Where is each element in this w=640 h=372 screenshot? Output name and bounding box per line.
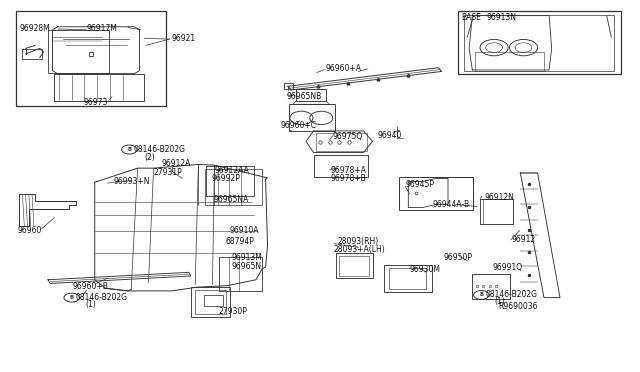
Text: 96960: 96960 bbox=[18, 226, 42, 235]
Text: 96965NA: 96965NA bbox=[213, 195, 248, 203]
Text: 96912: 96912 bbox=[512, 235, 536, 244]
Text: (1): (1) bbox=[85, 300, 96, 309]
Bar bbox=[458, 11, 621, 74]
Bar bbox=[316, 133, 367, 151]
Text: 27930P: 27930P bbox=[219, 307, 248, 316]
Text: 96944A-B: 96944A-B bbox=[433, 200, 470, 209]
Bar bbox=[480, 199, 513, 224]
Bar bbox=[399, 177, 473, 210]
Text: 96930M: 96930M bbox=[410, 265, 440, 274]
Text: 96960+A: 96960+A bbox=[325, 64, 361, 73]
Bar bbox=[205, 169, 262, 205]
Text: B: B bbox=[127, 147, 131, 152]
Text: 96912A: 96912A bbox=[161, 159, 191, 168]
Bar bbox=[389, 268, 426, 289]
Bar bbox=[336, 253, 373, 278]
Text: 28093+A(LH): 28093+A(LH) bbox=[333, 245, 385, 254]
Text: 08146-B202G: 08146-B202G bbox=[133, 145, 185, 154]
Bar bbox=[48, 30, 109, 73]
Text: 96928M: 96928M bbox=[19, 24, 50, 33]
Text: 96950P: 96950P bbox=[444, 253, 472, 262]
Text: B: B bbox=[70, 295, 74, 300]
Text: 08146-B202G: 08146-B202G bbox=[76, 293, 127, 302]
Text: B: B bbox=[479, 292, 483, 298]
Text: 96945P: 96945P bbox=[405, 180, 434, 189]
Bar bbox=[16, 11, 166, 106]
Bar bbox=[296, 89, 326, 101]
Text: 96978+A: 96978+A bbox=[331, 166, 367, 175]
Bar bbox=[472, 274, 510, 299]
Bar bbox=[195, 290, 226, 314]
Text: 96975Q: 96975Q bbox=[333, 132, 363, 141]
Text: 68794P: 68794P bbox=[225, 237, 254, 246]
Text: 28093(RH): 28093(RH) bbox=[337, 237, 378, 246]
Text: 96912N: 96912N bbox=[484, 193, 515, 202]
Text: 96940: 96940 bbox=[378, 131, 402, 140]
Text: R9690036: R9690036 bbox=[498, 302, 538, 311]
Bar bbox=[384, 265, 432, 292]
Text: 96993+N: 96993+N bbox=[113, 177, 150, 186]
Bar bbox=[314, 155, 368, 177]
Text: (1): (1) bbox=[495, 297, 506, 306]
Bar bbox=[54, 74, 144, 101]
Text: 96960+C: 96960+C bbox=[280, 121, 316, 130]
Text: 96973: 96973 bbox=[83, 98, 108, 107]
Text: 96965N: 96965N bbox=[232, 262, 262, 271]
Bar bbox=[284, 83, 293, 89]
Text: 27931P: 27931P bbox=[154, 168, 182, 177]
Text: (2): (2) bbox=[144, 153, 155, 162]
Bar bbox=[475, 52, 544, 71]
Bar bbox=[219, 257, 262, 291]
Text: BASE: BASE bbox=[461, 13, 481, 22]
Text: 96978+B: 96978+B bbox=[331, 174, 367, 183]
Text: 96912AA: 96912AA bbox=[214, 166, 249, 175]
Text: 96991Q: 96991Q bbox=[493, 263, 523, 272]
Bar bbox=[289, 104, 335, 131]
Bar bbox=[339, 256, 369, 276]
Text: 96965NB: 96965NB bbox=[286, 92, 321, 101]
Bar bbox=[206, 166, 254, 196]
Text: 96992P: 96992P bbox=[211, 174, 240, 183]
Text: 96913N: 96913N bbox=[486, 13, 516, 22]
Bar bbox=[22, 49, 42, 59]
Bar bbox=[464, 15, 614, 71]
Text: 96913M: 96913M bbox=[232, 253, 262, 262]
Bar bbox=[191, 287, 230, 317]
Text: 96960+B: 96960+B bbox=[72, 282, 108, 291]
Text: 96921: 96921 bbox=[172, 34, 196, 43]
Text: 96910A: 96910A bbox=[229, 226, 259, 235]
Text: 08146-B202G: 08146-B202G bbox=[485, 290, 537, 299]
Text: 96917M: 96917M bbox=[86, 24, 117, 33]
Bar bbox=[204, 295, 223, 306]
